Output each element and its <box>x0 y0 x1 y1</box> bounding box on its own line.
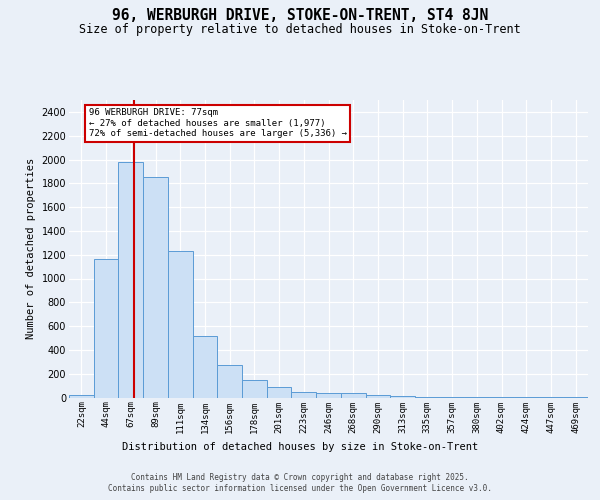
Bar <box>292 392 316 398</box>
Bar <box>316 392 341 398</box>
Text: Size of property relative to detached houses in Stoke-on-Trent: Size of property relative to detached ho… <box>79 22 521 36</box>
Bar <box>390 396 415 398</box>
Bar <box>365 395 390 398</box>
Bar <box>217 365 242 398</box>
Text: 96, WERBURGH DRIVE, STOKE-ON-TRENT, ST4 8JN: 96, WERBURGH DRIVE, STOKE-ON-TRENT, ST4 … <box>112 8 488 22</box>
Y-axis label: Number of detached properties: Number of detached properties <box>26 158 36 340</box>
Bar <box>341 394 365 398</box>
Bar <box>143 178 168 398</box>
Bar <box>242 380 267 398</box>
Bar <box>168 251 193 398</box>
Bar <box>69 394 94 398</box>
Bar <box>94 260 118 398</box>
Bar <box>118 162 143 398</box>
Bar <box>415 396 440 398</box>
Text: 96 WERBURGH DRIVE: 77sqm
← 27% of detached houses are smaller (1,977)
72% of sem: 96 WERBURGH DRIVE: 77sqm ← 27% of detach… <box>89 108 347 138</box>
Bar <box>267 387 292 398</box>
Text: Distribution of detached houses by size in Stoke-on-Trent: Distribution of detached houses by size … <box>122 442 478 452</box>
Text: Contains HM Land Registry data © Crown copyright and database right 2025.
Contai: Contains HM Land Registry data © Crown c… <box>108 472 492 494</box>
Bar <box>193 336 217 398</box>
Bar <box>440 397 464 398</box>
